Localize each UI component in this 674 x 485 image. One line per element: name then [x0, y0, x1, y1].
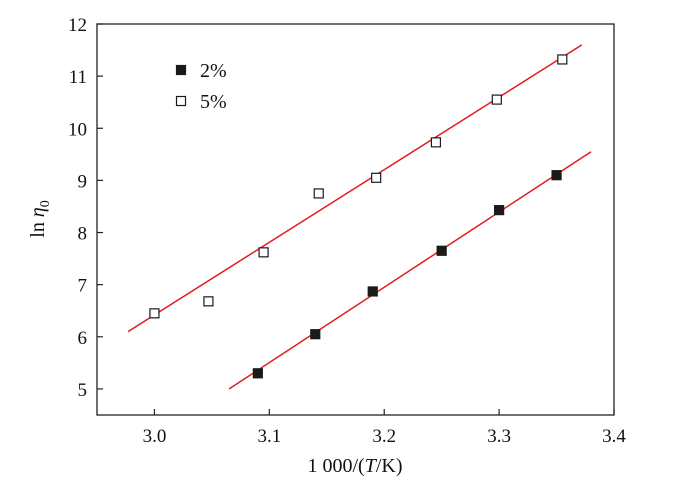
- data-point-series-2: [371, 172, 382, 183]
- data-point-series-1: [494, 205, 505, 216]
- data-point-series-1: [436, 245, 447, 256]
- x-tick-label: 3.0: [143, 426, 167, 447]
- y-tick-label: 12: [68, 15, 87, 36]
- legend: 2%5%: [175, 60, 227, 113]
- fit-line-2: [127, 44, 583, 333]
- plot-frame: [96, 23, 615, 416]
- y-axis-ticks: 5 6 7 8 9 10 11 12: [68, 15, 103, 401]
- y-tick-label: 9: [78, 171, 88, 192]
- y-tick-label: 8: [78, 224, 88, 245]
- data-point-series-2: [258, 247, 269, 258]
- data-points: [149, 54, 568, 379]
- data-point-series-2: [313, 188, 324, 199]
- data-point-series-1: [310, 329, 321, 340]
- legend-label-1: 2%: [200, 60, 227, 82]
- x-tick-label: 3.1: [257, 426, 281, 447]
- data-point-series-1: [367, 286, 378, 297]
- y-tick-label: 5: [78, 380, 88, 401]
- data-point-series-1: [252, 368, 263, 379]
- y-tick-label: 7: [78, 276, 88, 297]
- y-tick-label: 10: [68, 119, 87, 140]
- legend-marker-2: [175, 95, 187, 107]
- fit-lines: [127, 44, 592, 390]
- data-point-series-2: [149, 308, 160, 319]
- y-tick-label: 11: [69, 67, 87, 88]
- x-tick-label: 3.2: [372, 426, 396, 447]
- data-point-series-2: [557, 54, 568, 65]
- fit-line-1: [228, 151, 592, 390]
- legend-marker-1: [175, 64, 187, 76]
- x-tick-label: 3.4: [602, 426, 626, 447]
- y-tick-label: 6: [78, 328, 88, 349]
- legend-label-2: 5%: [200, 91, 227, 113]
- data-point-series-2: [430, 137, 442, 148]
- y-axis-label: ln η0: [27, 200, 53, 237]
- x-tick-label: 3.3: [487, 426, 511, 447]
- data-point-series-2: [203, 296, 214, 307]
- x-axis-label: 1 000/(T/K): [307, 455, 402, 477]
- data-point-series-2: [491, 94, 502, 105]
- data-point-series-1: [551, 170, 562, 181]
- x-axis-ticks: 3.0 3.1 3.2 3.3 3.4: [143, 409, 626, 447]
